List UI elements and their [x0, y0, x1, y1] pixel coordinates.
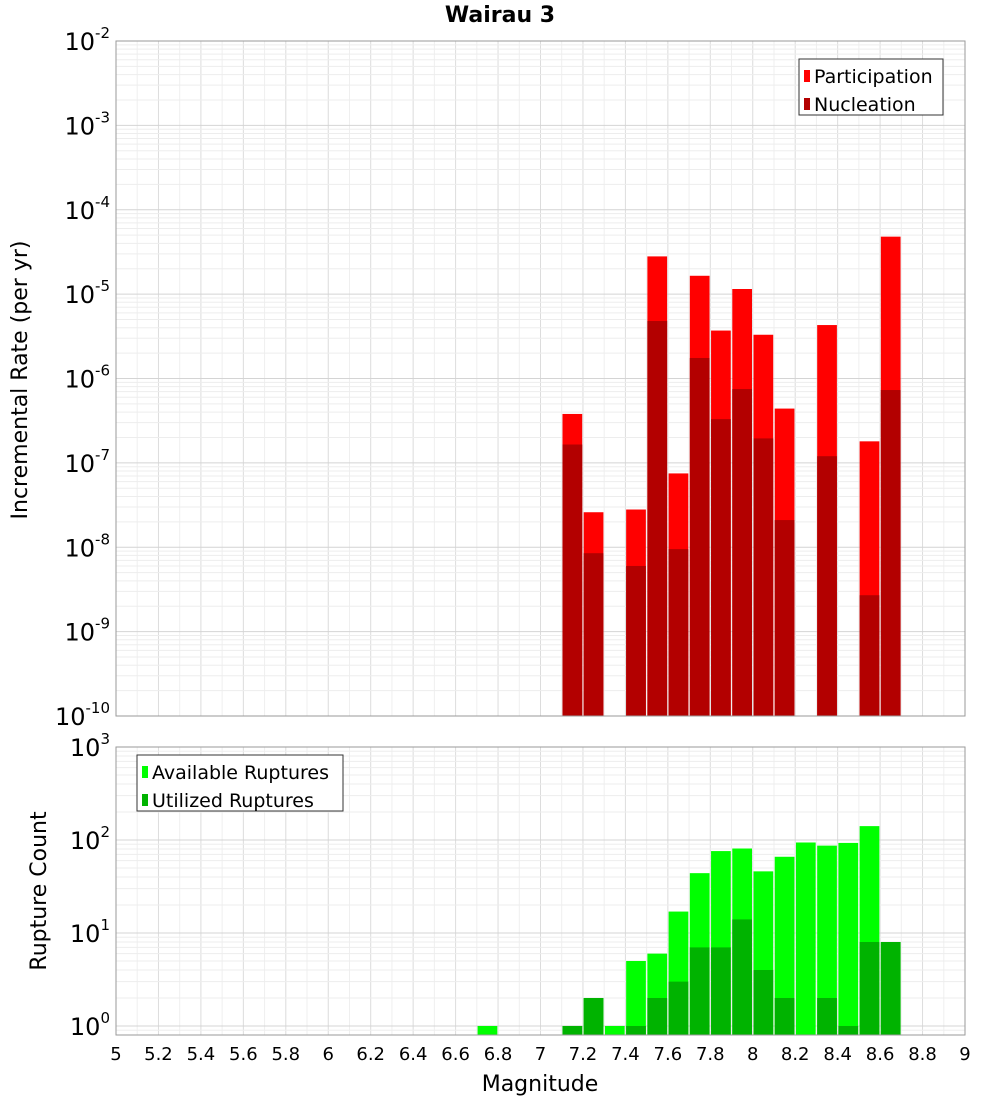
x-tick-label: 7.6: [654, 1044, 683, 1065]
x-axis-label: Magnitude: [482, 1072, 599, 1097]
y-tick-label: 10-4: [64, 193, 110, 225]
legend-label: Available Ruptures: [152, 762, 329, 784]
bar: [838, 842, 859, 1035]
x-tick-labels: 5 5.2 5.4 5.6 5.8 6 6.2 6.4 6.6 6.8 7 7.2 7.4 7.6 7.8 8…: [110, 1044, 970, 1065]
x-tick-label: 5: [110, 1044, 121, 1065]
legend-swatch: [804, 70, 810, 82]
x-tick-label: 7.8: [696, 1044, 725, 1065]
chart-title: Wairau 3: [445, 3, 555, 28]
x-tick-label: 7: [535, 1044, 546, 1065]
x-tick-label: 8.2: [781, 1044, 810, 1065]
bar: [647, 321, 668, 716]
legend-label: Utilized Ruptures: [152, 790, 314, 812]
bar: [583, 997, 604, 1035]
bar: [817, 456, 837, 716]
y-tick-label: 101: [70, 916, 110, 948]
series-nucleation: [562, 321, 901, 716]
x-tick-label: 5.4: [187, 1044, 216, 1065]
y-tick-label: 100: [70, 1009, 110, 1041]
bar: [583, 553, 604, 716]
bar: [562, 1025, 583, 1035]
bar: [774, 520, 795, 716]
y-tick-label: 10-5: [64, 277, 110, 309]
legend-box: [136, 754, 344, 812]
bar: [562, 444, 583, 716]
legend-swatch: [804, 98, 810, 110]
x-tick-label: 6: [323, 1044, 334, 1065]
bar: [774, 997, 795, 1035]
x-tick-label: 5.8: [271, 1044, 300, 1065]
bar: [774, 856, 795, 1035]
bar: [626, 565, 646, 716]
bar: [626, 960, 646, 1035]
y-tick-label: 10-9: [64, 615, 110, 647]
x-tick-label: 6.4: [399, 1044, 428, 1065]
x-tick-label: 5.2: [144, 1044, 173, 1065]
y-tick-label: 10-8: [64, 530, 110, 562]
bar: [647, 997, 668, 1035]
grid: [115, 41, 966, 717]
y-tick-label: 10-3: [64, 108, 110, 140]
legend: Participation Nucleation: [798, 58, 944, 116]
x-tick-label: 9: [959, 1044, 970, 1065]
bar: [859, 595, 880, 716]
bar: [880, 942, 901, 1035]
bar: [732, 389, 752, 716]
legend-label: Nucleation: [814, 94, 916, 116]
bar: [626, 1025, 646, 1035]
y-tick-label: 103: [70, 730, 110, 762]
top-y-axis-label: Incremental Rate (per yr): [8, 241, 33, 520]
bar: [668, 549, 689, 716]
bar: [859, 942, 880, 1035]
bar: [604, 1025, 625, 1035]
x-tick-label: 8.6: [866, 1044, 895, 1065]
bar: [838, 1025, 859, 1035]
bar: [711, 947, 731, 1035]
legend-box: [798, 58, 944, 116]
y-tick-label: 10-6: [64, 362, 110, 394]
x-tick-label: 6.8: [484, 1044, 513, 1065]
bottom-y-axis-label: Rupture Count: [27, 811, 52, 971]
bar: [880, 390, 901, 716]
bar: [753, 969, 774, 1035]
x-tick-label: 8: [747, 1044, 758, 1065]
x-tick-label: 6.6: [441, 1044, 470, 1065]
legend-swatch: [142, 794, 148, 806]
bar: [668, 981, 689, 1035]
bar: [817, 997, 837, 1035]
y-tick-label: 10-7: [64, 446, 110, 478]
bar: [817, 845, 837, 1035]
bar: [795, 842, 816, 1035]
legend-label: Participation: [814, 66, 933, 88]
bar: [732, 919, 752, 1035]
x-tick-label: 8.8: [908, 1044, 937, 1065]
plot-frame: [115, 40, 966, 717]
x-tick-label: 6.2: [356, 1044, 385, 1065]
legend-swatch: [142, 766, 148, 778]
series-utilized-ruptures: [562, 919, 901, 1035]
x-tick-label: 7.4: [611, 1044, 640, 1065]
y-tick-label: 10-2: [64, 24, 110, 56]
x-tick-label: 8.4: [823, 1044, 852, 1065]
legend: Available Ruptures Utilized Ruptures: [136, 754, 344, 812]
bar: [753, 438, 774, 716]
y-tick-label: 10-10: [55, 699, 110, 731]
x-tick-label: 7.2: [569, 1044, 598, 1065]
x-tick-label: 5.6: [229, 1044, 258, 1065]
bar: [477, 1025, 498, 1035]
bar: [689, 357, 710, 716]
count-plot-panel: 100 101 102 103 Available Ruptures Utilized R…: [70, 730, 971, 1065]
y-tick-label: 102: [70, 823, 110, 855]
bar: [689, 947, 710, 1035]
plot-frame: [115, 746, 966, 1036]
bar: [711, 419, 731, 716]
rate-plot-panel: 10-10 10-9 10-8 10-7 10-6 10-5 10-4 10-3 10-2 Par…: [55, 24, 966, 731]
